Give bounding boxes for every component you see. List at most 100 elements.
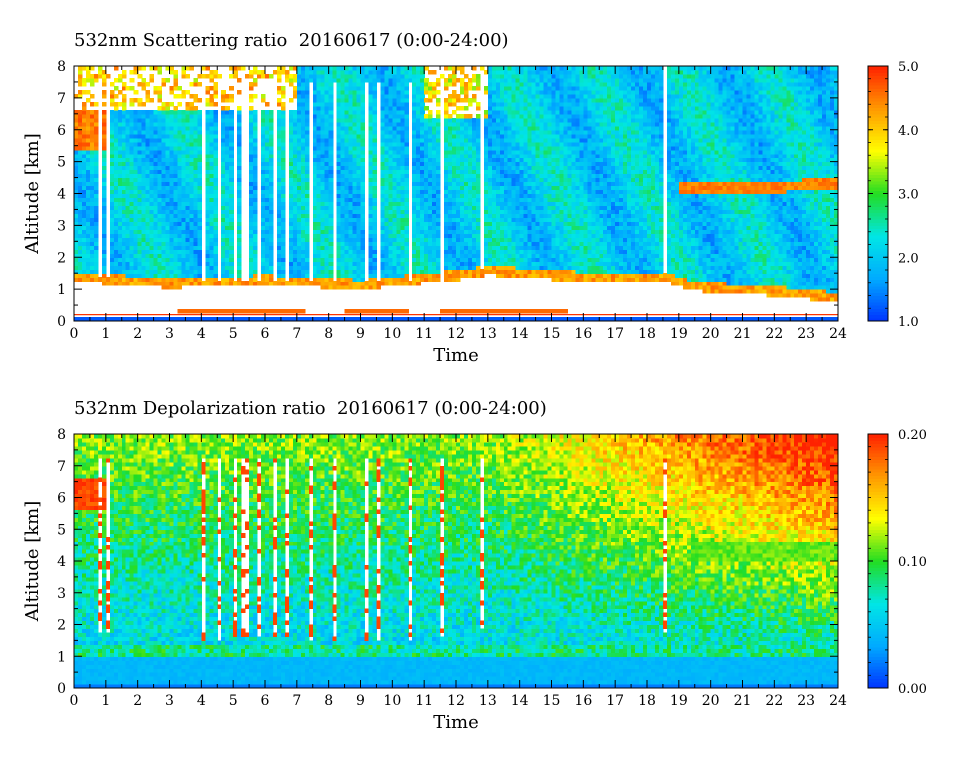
heatmap-cell — [201, 281, 206, 286]
heatmap-cell — [495, 85, 501, 91]
heatmap-cell — [312, 185, 318, 191]
heatmap-cell — [348, 117, 354, 123]
heatmap-cell — [356, 257, 362, 262]
heatmap-cell — [89, 317, 95, 322]
heatmap-cell — [352, 225, 358, 230]
heatmap-cell — [165, 169, 171, 175]
heatmap-cell — [392, 141, 397, 147]
heatmap-cell — [432, 161, 437, 167]
heatmap-cell — [185, 189, 190, 195]
heatmap-cell — [205, 221, 210, 226]
heatmap-cell — [117, 257, 123, 262]
heatmap-cell — [320, 81, 326, 87]
heatmap-cell — [177, 117, 183, 123]
heatmap-cell — [296, 81, 302, 87]
heatmap-cell — [185, 265, 190, 270]
heatmap-cell — [483, 153, 489, 159]
heatmap-cell — [475, 169, 481, 175]
heatmap-cell — [316, 253, 322, 258]
heatmap-cell — [145, 121, 151, 127]
heatmap-cell — [85, 69, 91, 75]
heatmap-cell — [396, 105, 401, 111]
heatmap-cell — [463, 185, 469, 191]
heatmap-cell — [85, 181, 91, 187]
heatmap-cell — [491, 249, 497, 254]
heatmap-cell — [392, 97, 397, 103]
heatmap-cell — [193, 117, 198, 123]
heatmap-cell — [368, 257, 374, 262]
heatmap-cell — [320, 229, 326, 234]
heatmap-cell — [396, 69, 401, 75]
heatmap-cell — [74, 109, 79, 115]
heatmap-cell — [416, 77, 421, 83]
heatmap-cell — [89, 81, 95, 87]
heatmap-cell — [177, 125, 183, 131]
heatmap-cell — [177, 213, 183, 218]
heatmap-cell — [444, 81, 449, 87]
heatmap-cell — [420, 253, 425, 258]
heatmap-cell — [428, 233, 433, 238]
heatmap-cell — [312, 245, 318, 250]
heatmap-cell — [344, 185, 350, 191]
heatmap-cell — [225, 241, 230, 246]
heatmap-cell — [113, 93, 119, 99]
heatmap-cell — [483, 137, 489, 143]
heatmap-cell — [444, 241, 449, 246]
heatmap-cell — [229, 133, 234, 139]
heatmap-cell — [268, 117, 274, 123]
heatmap-cell — [436, 133, 441, 139]
heatmap-cell — [388, 213, 393, 218]
heatmap-cell — [416, 209, 421, 215]
heatmap-cell — [475, 217, 481, 222]
heatmap-cell — [511, 245, 517, 250]
heatmap-cell — [368, 233, 374, 238]
heatmap-cell — [380, 197, 385, 203]
heatmap-cell — [197, 241, 202, 246]
heatmap-cell — [81, 141, 87, 147]
heatmap-cell — [145, 257, 151, 262]
heatmap-cell — [137, 165, 143, 171]
heatmap-cell — [225, 161, 230, 167]
heatmap-cell — [420, 113, 425, 119]
heatmap-cell — [332, 69, 338, 75]
heatmap-cell — [109, 109, 115, 115]
heatmap-cell — [109, 193, 115, 199]
heatmap-cell — [81, 129, 87, 135]
heatmap-cell — [432, 257, 437, 262]
heatmap-cell — [328, 213, 334, 218]
heatmap-cell — [316, 121, 322, 127]
heatmap-cell — [237, 89, 242, 95]
heatmap-cell — [249, 145, 254, 151]
heatmap-cell — [444, 229, 449, 234]
heatmap-cell — [145, 97, 151, 103]
heatmap-cell — [372, 309, 378, 314]
heatmap-cell — [436, 241, 441, 246]
heatmap-cell — [276, 217, 282, 222]
heatmap-cell — [463, 249, 469, 254]
heatmap-cell — [85, 137, 91, 143]
heatmap-cell — [483, 217, 489, 222]
heatmap-cell — [209, 73, 214, 79]
heatmap-cell — [463, 93, 469, 99]
heatmap-cell — [261, 197, 266, 203]
heatmap-cell — [288, 125, 294, 131]
heatmap-cell — [356, 137, 362, 143]
heatmap-cell — [324, 213, 330, 218]
heatmap-cell — [261, 117, 266, 123]
heatmap-cell — [205, 73, 210, 79]
heatmap-cell — [85, 121, 91, 127]
heatmap-cell — [324, 237, 330, 242]
heatmap-cell — [93, 249, 99, 254]
heatmap-cell — [459, 149, 465, 155]
heatmap-cell — [412, 153, 417, 159]
heatmap-cell — [149, 73, 155, 79]
heatmap-cell — [113, 265, 119, 270]
heatmap-cell — [384, 153, 389, 159]
heatmap-cell — [233, 309, 238, 314]
heatmap-cell — [109, 261, 115, 266]
heatmap-cell — [388, 109, 393, 115]
heatmap-cell — [352, 173, 358, 179]
heatmap-cell — [153, 193, 159, 199]
heatmap-cell — [376, 309, 381, 314]
heatmap-cell — [193, 249, 198, 254]
